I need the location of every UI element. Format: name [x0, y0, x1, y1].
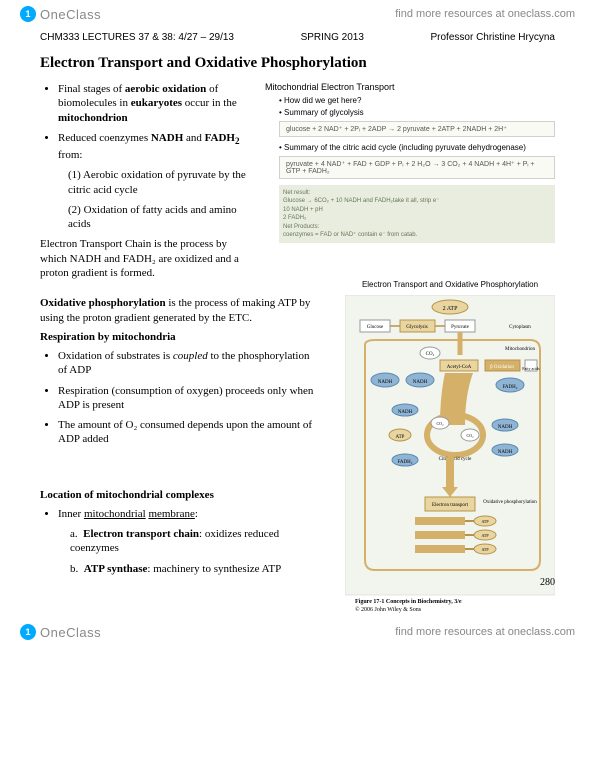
svg-text:ATP: ATP: [481, 533, 489, 538]
subhead-location: Location of mitochondrial complexes: [40, 489, 320, 501]
logo-icon-bottom: 1: [20, 624, 36, 640]
logo: 1 OneClass: [20, 6, 101, 22]
logo-icon: 1: [20, 6, 36, 22]
svg-text:Fatty acids: Fatty acids: [522, 366, 540, 371]
svg-text:NADH: NADH: [413, 380, 428, 385]
svg-text:NADH: NADH: [398, 410, 413, 415]
figure-diagram: Electron Transport and Oxidative Phospho…: [345, 280, 555, 618]
svg-text:FADH₂: FADH₂: [503, 385, 518, 390]
list-item-a: a. Electron transport chain: oxidizes re…: [70, 527, 320, 556]
svg-text:2 ATP: 2 ATP: [443, 306, 459, 312]
svg-text:Acetyl-CoA: Acetyl-CoA: [447, 365, 472, 370]
svg-text:NADH: NADH: [378, 380, 393, 385]
figure-title: Electron Transport and Oxidative Phospho…: [345, 280, 555, 289]
svg-text:Cytoplasm: Cytoplasm: [509, 325, 531, 330]
svg-text:Figure 17-1 Concepts in Bioche: Figure 17-1 Concepts in Biochemistry, 3/…: [355, 599, 462, 605]
svg-text:NADH: NADH: [498, 425, 513, 430]
svg-text:Citric acid cycle: Citric acid cycle: [439, 457, 473, 462]
svg-text:© 2006 John Wiley & Sons: © 2006 John Wiley & Sons: [355, 606, 422, 613]
svg-text:β Oxidation: β Oxidation: [490, 365, 514, 370]
svg-text:CO₂: CO₂: [426, 352, 435, 357]
page-title: Electron Transport and Oxidative Phospho…: [0, 51, 595, 82]
svg-text:CO₂: CO₂: [467, 433, 475, 438]
numbered-2: (2) Oxidation of fatty acids and amino a…: [40, 203, 250, 232]
oxphos-definition: Oxidative phosphorylation is the process…: [40, 296, 320, 325]
svg-text:ATP: ATP: [481, 547, 489, 552]
right-sub-1: • How did we get here?: [265, 96, 555, 105]
left-column-1: Final stages of aerobic oxidation of bio…: [40, 82, 250, 286]
equation-glycolysis: glucose + 2 NAD⁺ + 2Pᵢ + 2ADP → 2 pyruva…: [279, 121, 555, 137]
bullet-coupled: Oxidation of substrates is coupled to th…: [58, 349, 320, 378]
right-heading: Mitochondrial Electron Transport: [265, 82, 555, 92]
header-mid: SPRING 2013: [301, 32, 364, 43]
svg-text:Electron transport: Electron transport: [432, 503, 469, 508]
bullet-coenzymes: Reduced coenzymes NADH and FADH2 from:: [58, 131, 250, 162]
right-sub-3: • Summary of the citric acid cycle (incl…: [265, 143, 555, 152]
bullet-inner-membrane: Inner mitochondrial membrane:: [58, 507, 320, 521]
etc-paragraph: Electron Transport Chain is the process …: [40, 237, 250, 280]
bullet-o2: The amount of O₂ consumed depends upon t…: [58, 418, 320, 447]
svg-text:ATP: ATP: [481, 519, 489, 524]
equation-cac: pyruvate + 4 NAD⁺ + FAD + GDP + Pᵢ + 2 H…: [279, 156, 555, 179]
find-more-link[interactable]: find more resources at oneclass.com: [395, 8, 575, 20]
svg-text:Pyruvate: Pyruvate: [451, 325, 470, 330]
svg-text:Oxidative phosphorylation: Oxidative phosphorylation: [483, 500, 537, 505]
metabolism-diagram: 2 ATP Glucose Glycolysis Pyruvate Cytopl…: [345, 295, 555, 615]
subhead-respiration: Respiration by mitochondria: [40, 331, 320, 343]
header-right: Professor Christine Hrycyna: [431, 32, 555, 43]
page-number: 280: [540, 577, 555, 588]
list-item-b: b. ATP synthase: machinery to synthesize…: [70, 562, 320, 576]
svg-text:FADH₂: FADH₂: [398, 460, 413, 465]
right-column-1: Mitochondrial Electron Transport • How d…: [265, 82, 555, 245]
left-column-2: Oxidative phosphorylation is the process…: [40, 290, 320, 582]
equation-net: Net result: Glucose → 6CO₂ + 10 NADH and…: [279, 185, 555, 243]
header-left: CHM333 LECTURES 37 & 38: 4/27 – 29/13: [40, 32, 234, 43]
svg-text:CO₂: CO₂: [437, 421, 445, 426]
svg-text:Glycolysis: Glycolysis: [406, 325, 427, 330]
svg-text:Glucose: Glucose: [367, 325, 384, 330]
bullet-aerobic: Final stages of aerobic oxidation of bio…: [58, 82, 250, 125]
bullet-adp: Respiration (consumption of oxygen) proc…: [58, 384, 320, 413]
right-sub-2: • Summary of glycolysis: [265, 108, 555, 117]
logo-bottom: 1 OneClass: [20, 624, 101, 640]
top-brand-bar: 1 OneClass find more resources at onecla…: [0, 0, 595, 28]
logo-text-bottom: OneClass: [40, 625, 101, 640]
find-more-link-bottom[interactable]: find more resources at oneclass.com: [395, 626, 575, 638]
svg-text:NADH: NADH: [498, 450, 513, 455]
logo-text: OneClass: [40, 7, 101, 22]
bottom-brand-bar: 1 OneClass find more resources at onecla…: [0, 618, 595, 646]
svg-text:ATP: ATP: [396, 435, 405, 440]
numbered-1: (1) Aerobic oxidation of pyruvate by the…: [40, 168, 250, 197]
svg-text:Mitochondrion: Mitochondrion: [505, 347, 535, 352]
doc-header: CHM333 LECTURES 37 & 38: 4/27 – 29/13 SP…: [0, 28, 595, 51]
